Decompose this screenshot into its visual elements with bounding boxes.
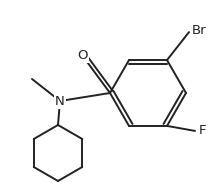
Text: Br: Br <box>192 24 206 37</box>
Text: O: O <box>77 49 87 62</box>
Text: F: F <box>199 124 207 137</box>
Text: N: N <box>55 95 65 108</box>
